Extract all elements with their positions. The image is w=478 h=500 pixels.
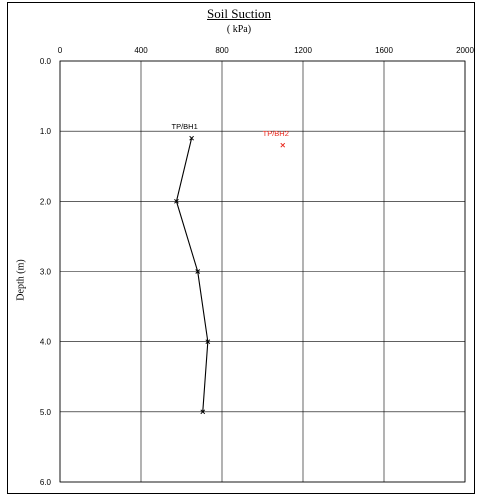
x-tick-label: 400 bbox=[134, 46, 148, 55]
y-tick-label: 4.0 bbox=[40, 338, 52, 347]
data-point-marker bbox=[189, 135, 194, 141]
y-tick-label: 5.0 bbox=[40, 408, 52, 417]
x-tick-label: 800 bbox=[215, 46, 229, 55]
series-label: TP/BH2 bbox=[263, 129, 289, 138]
x-tick-label: 1200 bbox=[294, 46, 312, 55]
series-line bbox=[175, 138, 209, 412]
plot-border bbox=[59, 60, 466, 483]
y-tick-label: 1.0 bbox=[40, 127, 52, 136]
x-tick-label: 2000 bbox=[456, 46, 474, 55]
data-point-marker bbox=[280, 142, 286, 148]
data-point-marker bbox=[200, 409, 206, 415]
data-point-marker bbox=[205, 339, 211, 345]
data-point-marker bbox=[195, 269, 201, 274]
series-label: TP/BH1 bbox=[171, 122, 197, 131]
x-tick-label: 1600 bbox=[375, 46, 393, 55]
chart-title: Soil Suction bbox=[207, 6, 271, 21]
y-tick-label: 0.0 bbox=[40, 57, 52, 66]
chart-subtitle: ( kPa) bbox=[226, 24, 252, 35]
y-tick-label: 6.0 bbox=[40, 478, 52, 487]
y-tick-label: 2.0 bbox=[40, 197, 52, 206]
x-tick-label: 0 bbox=[58, 46, 63, 55]
data-point-marker bbox=[174, 198, 179, 204]
y-tick-label: 3.0 bbox=[40, 268, 52, 277]
